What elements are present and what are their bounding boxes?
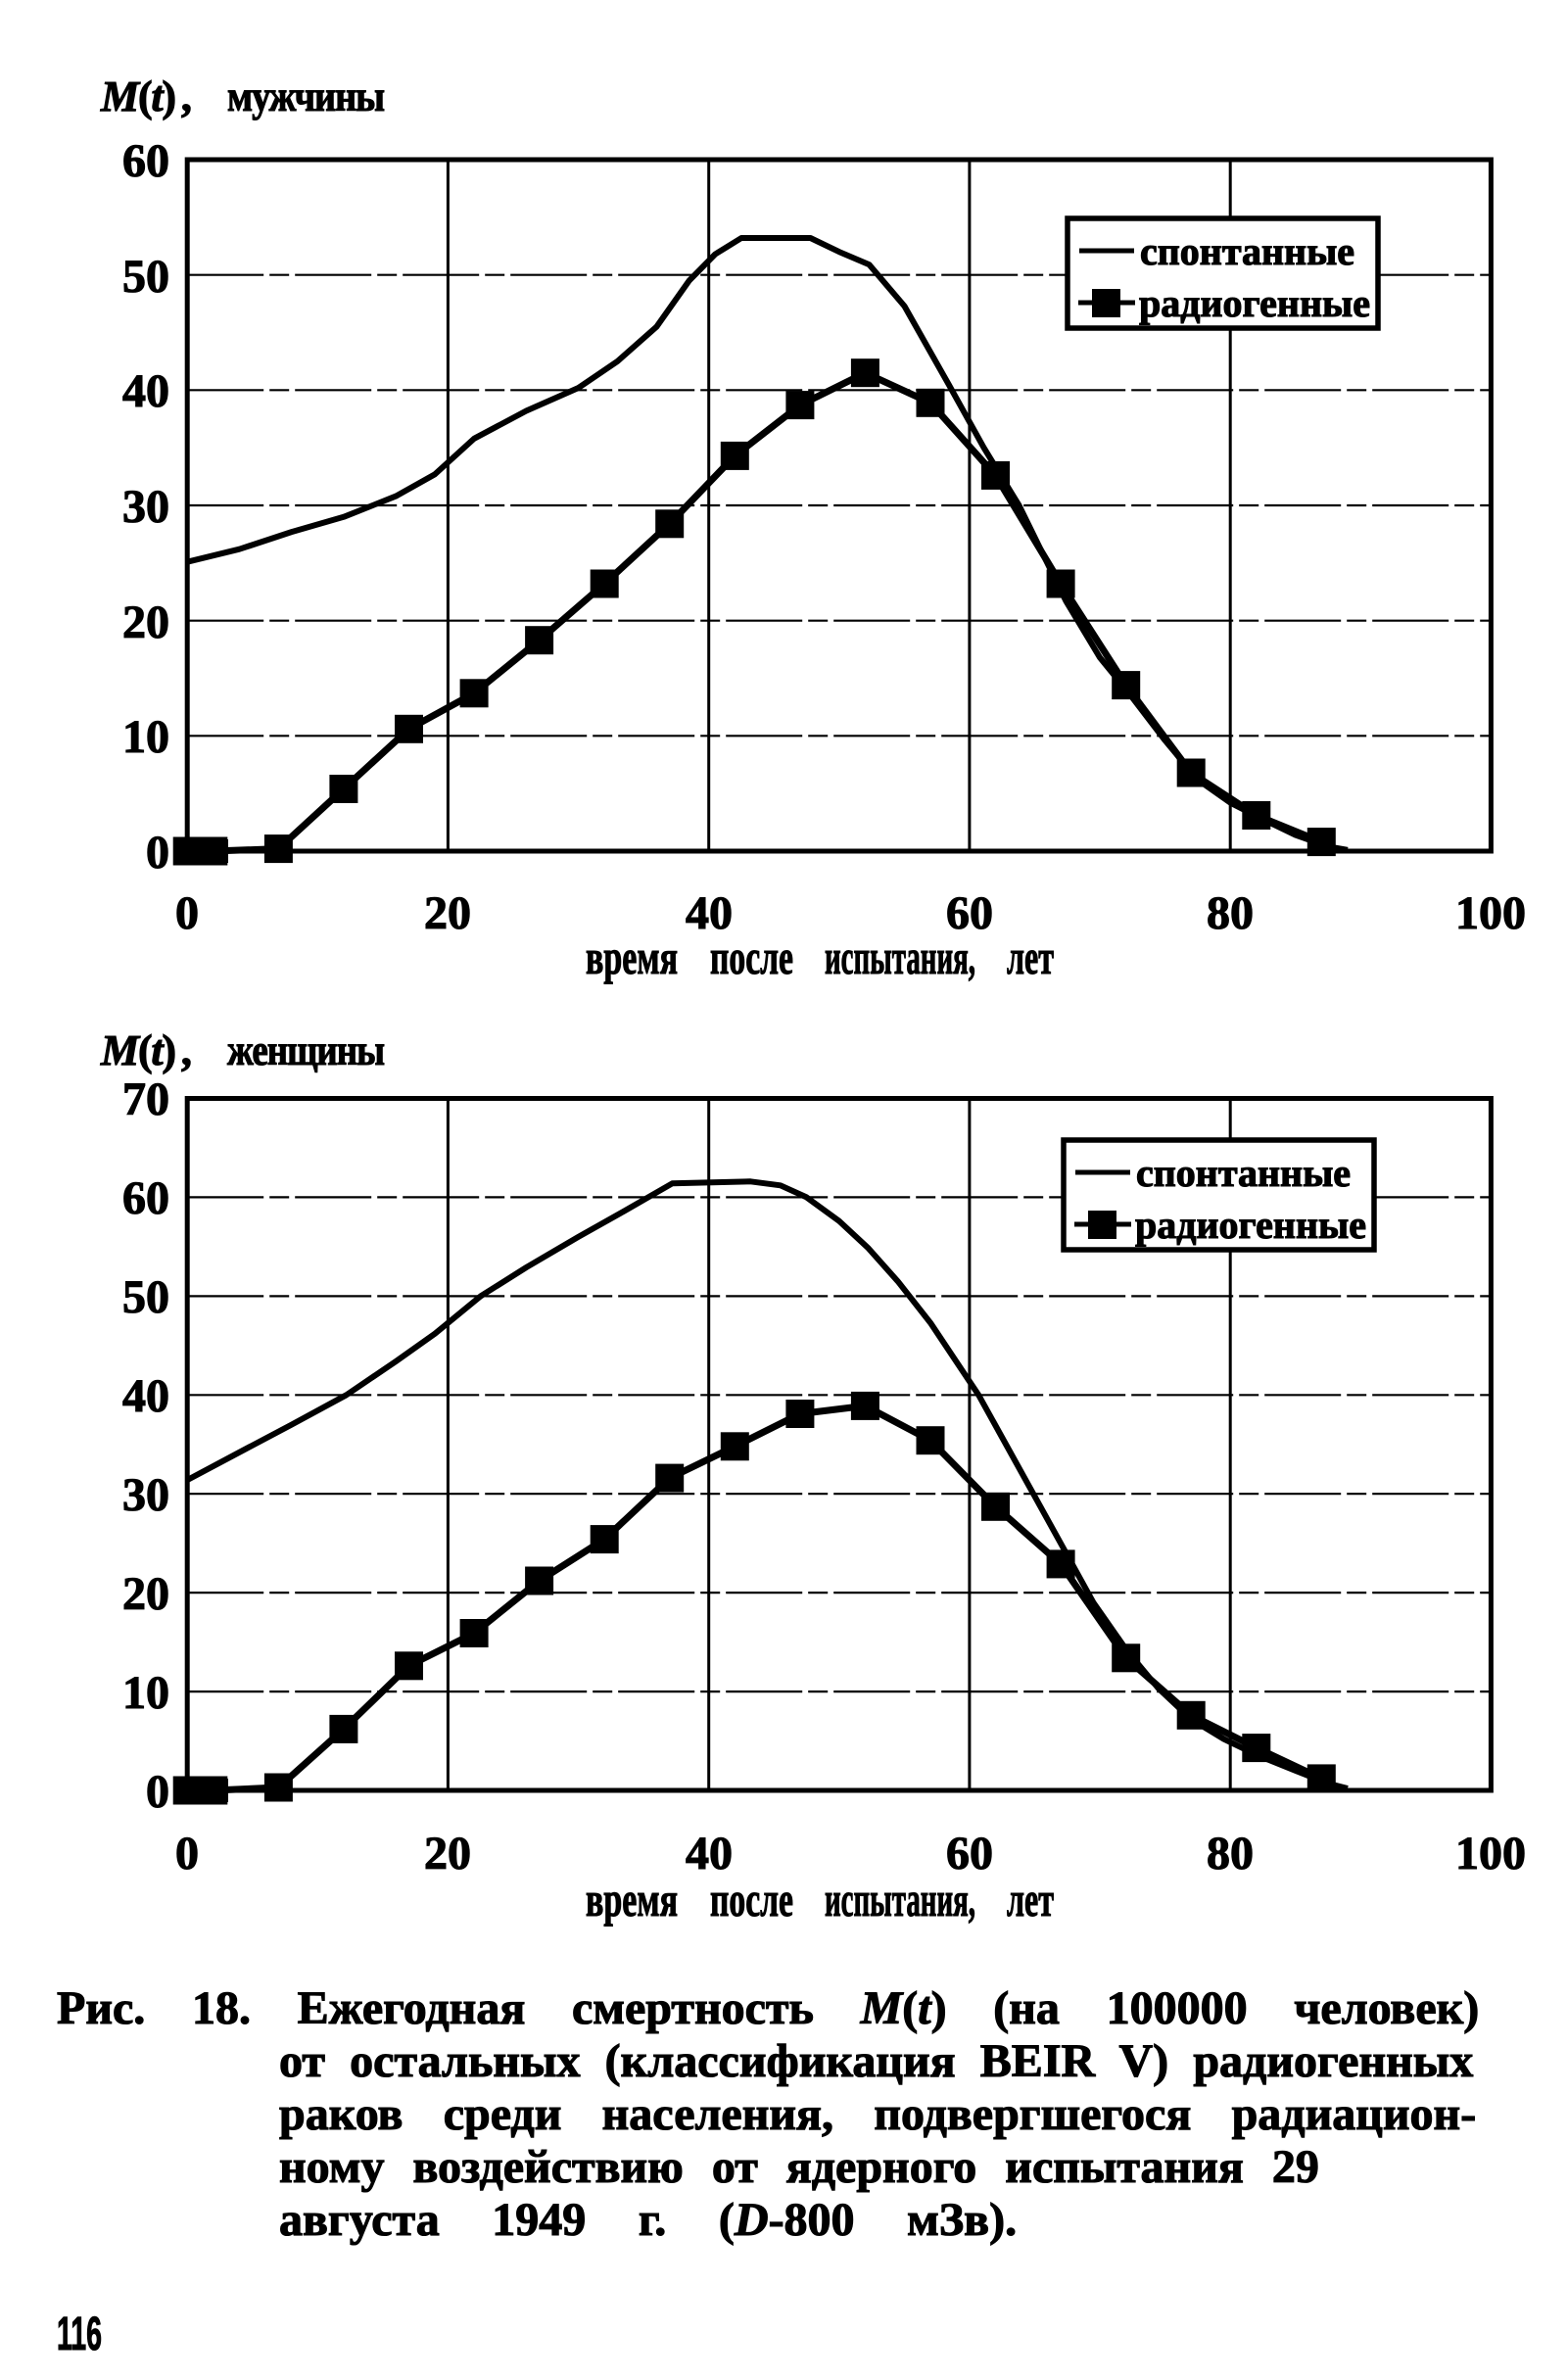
svg-text:лет: лет (1007, 929, 1054, 984)
svg-text:10: 10 (122, 1667, 169, 1719)
svg-text:после: после (710, 929, 793, 984)
svg-text:испытания,: испытания, (825, 1872, 975, 1927)
svg-text:радиогенные: радиогенные (1135, 1203, 1366, 1247)
svg-text:80: 80 (1207, 887, 1254, 939)
svg-text:40: 40 (122, 1370, 169, 1422)
svg-text:100: 100 (1455, 1828, 1526, 1880)
svg-text:20: 20 (424, 1828, 471, 1880)
svg-text:от остальных (классификация BE: от остальных (классификация BEIR V) ради… (279, 2035, 1473, 2087)
svg-text:Рис. 18. Ежегодная смертность: Рис. 18. Ежегодная смертность M(t) (на 1… (57, 1982, 1479, 2034)
svg-text:100: 100 (1455, 887, 1526, 939)
svg-text:0: 0 (146, 1766, 169, 1818)
svg-text:80: 80 (1207, 1828, 1254, 1880)
svg-text:после: после (710, 1872, 793, 1927)
svg-text:60: 60 (946, 1828, 993, 1880)
svg-text:20: 20 (122, 596, 169, 648)
svg-text:время: время (586, 1872, 678, 1927)
svg-text:70: 70 (122, 1073, 169, 1125)
svg-text:20: 20 (122, 1568, 169, 1620)
svg-text:спонтанные: спонтанные (1136, 1151, 1351, 1195)
svg-text:50: 50 (122, 1271, 169, 1323)
svg-text:40: 40 (686, 1828, 733, 1880)
svg-text:раков среди населения, подверг: раков среди населения, подвергшегося рад… (279, 2088, 1476, 2140)
svg-text:августа 1949 г. (D-800 мЗв).: августа 1949 г. (D-800 мЗв). (279, 2194, 1017, 2246)
svg-text:60: 60 (122, 1172, 169, 1224)
svg-text:0: 0 (175, 1828, 199, 1880)
svg-text:0: 0 (175, 887, 199, 939)
svg-text:30: 30 (122, 481, 169, 533)
svg-text:спонтанные: спонтанные (1140, 229, 1354, 273)
svg-text:20: 20 (424, 887, 471, 939)
svg-text:время: время (586, 929, 678, 984)
svg-text:60: 60 (946, 887, 993, 939)
svg-text:40: 40 (122, 365, 169, 417)
svg-text:10: 10 (122, 711, 169, 763)
svg-text:испытания,: испытания, (825, 929, 975, 984)
svg-text:лет: лет (1007, 1872, 1054, 1927)
svg-text:0: 0 (146, 827, 169, 879)
svg-text:мужчины: мужчины (227, 72, 385, 120)
svg-text:116: 116 (57, 2309, 102, 2360)
svg-text:30: 30 (122, 1469, 169, 1521)
svg-text:женщины: женщины (227, 1026, 385, 1074)
svg-text:радиогенные: радиогенные (1139, 281, 1370, 325)
svg-text:ному воздействию от ядерного и: ному воздействию от ядерного испытания 2… (279, 2141, 1319, 2193)
svg-text:60: 60 (122, 135, 169, 187)
svg-text:40: 40 (686, 887, 733, 939)
svg-text:50: 50 (122, 251, 169, 303)
